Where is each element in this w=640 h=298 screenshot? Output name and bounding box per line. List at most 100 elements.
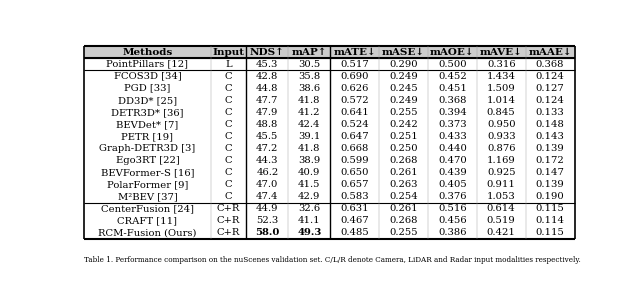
Text: NDS↑: NDS↑ — [250, 48, 285, 57]
Text: PolarFormer [9]: PolarFormer [9] — [107, 180, 188, 189]
Text: 0.950: 0.950 — [487, 120, 516, 129]
Text: 0.599: 0.599 — [340, 156, 369, 165]
Text: 42.8: 42.8 — [256, 72, 278, 81]
Text: 1.053: 1.053 — [487, 192, 516, 201]
Text: 0.172: 0.172 — [536, 156, 564, 165]
Text: 41.8: 41.8 — [298, 96, 321, 105]
Text: 1.014: 1.014 — [486, 96, 516, 105]
Text: 0.614: 0.614 — [487, 204, 516, 213]
Text: mAVE↓: mAVE↓ — [480, 48, 523, 57]
Text: 0.268: 0.268 — [389, 156, 418, 165]
Text: C: C — [225, 120, 232, 129]
Text: 0.127: 0.127 — [536, 84, 564, 93]
Text: 0.386: 0.386 — [438, 228, 467, 237]
Text: 48.8: 48.8 — [256, 120, 278, 129]
Text: C: C — [225, 84, 232, 93]
Text: C: C — [225, 168, 232, 177]
Text: 0.650: 0.650 — [340, 168, 369, 177]
Text: 0.452: 0.452 — [438, 72, 467, 81]
Text: 35.8: 35.8 — [298, 72, 321, 81]
Text: Input: Input — [212, 48, 244, 57]
Text: 38.9: 38.9 — [298, 156, 321, 165]
Text: C+R: C+R — [217, 216, 241, 225]
Text: 47.4: 47.4 — [256, 192, 278, 201]
Text: 0.933: 0.933 — [487, 132, 516, 141]
Text: L: L — [225, 60, 232, 69]
Text: 58.0: 58.0 — [255, 228, 280, 237]
Text: C+R: C+R — [217, 204, 241, 213]
Text: 0.517: 0.517 — [340, 60, 369, 69]
Text: 41.2: 41.2 — [298, 108, 321, 117]
Text: 0.524: 0.524 — [340, 120, 369, 129]
Text: 32.6: 32.6 — [298, 204, 320, 213]
Text: 0.255: 0.255 — [389, 108, 418, 117]
Text: 0.190: 0.190 — [536, 192, 564, 201]
Text: C: C — [225, 132, 232, 141]
Text: 0.261: 0.261 — [389, 168, 418, 177]
Text: mAOE↓: mAOE↓ — [430, 48, 475, 57]
Text: PETR [19]: PETR [19] — [122, 132, 173, 141]
Text: 47.9: 47.9 — [256, 108, 278, 117]
Text: CenterFusion [24]: CenterFusion [24] — [101, 204, 194, 213]
Text: 0.115: 0.115 — [536, 228, 564, 237]
Text: 45.5: 45.5 — [256, 132, 278, 141]
Text: 0.124: 0.124 — [536, 72, 564, 81]
Text: 0.249: 0.249 — [389, 96, 418, 105]
Text: 41.1: 41.1 — [298, 216, 321, 225]
Text: 0.631: 0.631 — [340, 204, 369, 213]
Text: C: C — [225, 72, 232, 81]
Text: Methods: Methods — [122, 48, 173, 57]
Text: 0.572: 0.572 — [340, 96, 369, 105]
Text: RCM-Fusion (Ours): RCM-Fusion (Ours) — [98, 228, 196, 237]
Text: 40.9: 40.9 — [298, 168, 321, 177]
Text: C: C — [225, 180, 232, 189]
Text: 0.845: 0.845 — [487, 108, 516, 117]
Text: 44.3: 44.3 — [256, 156, 278, 165]
Text: 0.583: 0.583 — [340, 192, 369, 201]
Text: 0.242: 0.242 — [389, 120, 418, 129]
Text: 0.690: 0.690 — [340, 72, 369, 81]
Bar — [84, 46, 575, 58]
Text: 0.255: 0.255 — [389, 228, 418, 237]
Text: 0.657: 0.657 — [340, 180, 369, 189]
Text: 0.249: 0.249 — [389, 72, 418, 81]
Text: 0.316: 0.316 — [487, 60, 516, 69]
Text: Graph-DETR3D [3]: Graph-DETR3D [3] — [99, 144, 196, 153]
Text: 0.245: 0.245 — [389, 84, 418, 93]
Text: 0.139: 0.139 — [536, 180, 564, 189]
Text: PointPillars [12]: PointPillars [12] — [106, 60, 188, 69]
Text: 0.641: 0.641 — [340, 108, 369, 117]
Text: 0.440: 0.440 — [438, 144, 467, 153]
Text: 0.133: 0.133 — [536, 108, 564, 117]
Text: 0.439: 0.439 — [438, 168, 467, 177]
Text: 0.368: 0.368 — [438, 96, 467, 105]
Text: 0.251: 0.251 — [389, 132, 418, 141]
Text: 0.500: 0.500 — [438, 60, 467, 69]
Text: 0.139: 0.139 — [536, 144, 564, 153]
Text: C: C — [225, 96, 232, 105]
Text: 39.1: 39.1 — [298, 132, 321, 141]
Text: mAP↑: mAP↑ — [291, 48, 327, 57]
Text: Table 1. Performance comparison on the nuScenes validation set. C/L/R denote Cam: Table 1. Performance comparison on the n… — [84, 256, 580, 264]
Text: 0.376: 0.376 — [438, 192, 467, 201]
Text: 49.3: 49.3 — [297, 228, 321, 237]
Text: BEVFormer-S [16]: BEVFormer-S [16] — [100, 168, 194, 177]
Text: 1.434: 1.434 — [486, 72, 516, 81]
Text: C: C — [225, 156, 232, 165]
Text: 0.254: 0.254 — [389, 192, 418, 201]
Text: 38.6: 38.6 — [298, 84, 320, 93]
Text: 0.368: 0.368 — [536, 60, 564, 69]
Text: 0.143: 0.143 — [536, 132, 564, 141]
Text: 0.876: 0.876 — [487, 144, 515, 153]
Text: FCOS3D [34]: FCOS3D [34] — [113, 72, 181, 81]
Text: 1.169: 1.169 — [487, 156, 516, 165]
Text: mATE↓: mATE↓ — [333, 48, 376, 57]
Text: 0.124: 0.124 — [536, 96, 564, 105]
Text: mASE↓: mASE↓ — [382, 48, 425, 57]
Text: 0.405: 0.405 — [438, 180, 467, 189]
Text: 1.509: 1.509 — [487, 84, 516, 93]
Text: 42.9: 42.9 — [298, 192, 321, 201]
Text: 52.3: 52.3 — [256, 216, 278, 225]
Text: 0.394: 0.394 — [438, 108, 467, 117]
Text: C: C — [225, 108, 232, 117]
